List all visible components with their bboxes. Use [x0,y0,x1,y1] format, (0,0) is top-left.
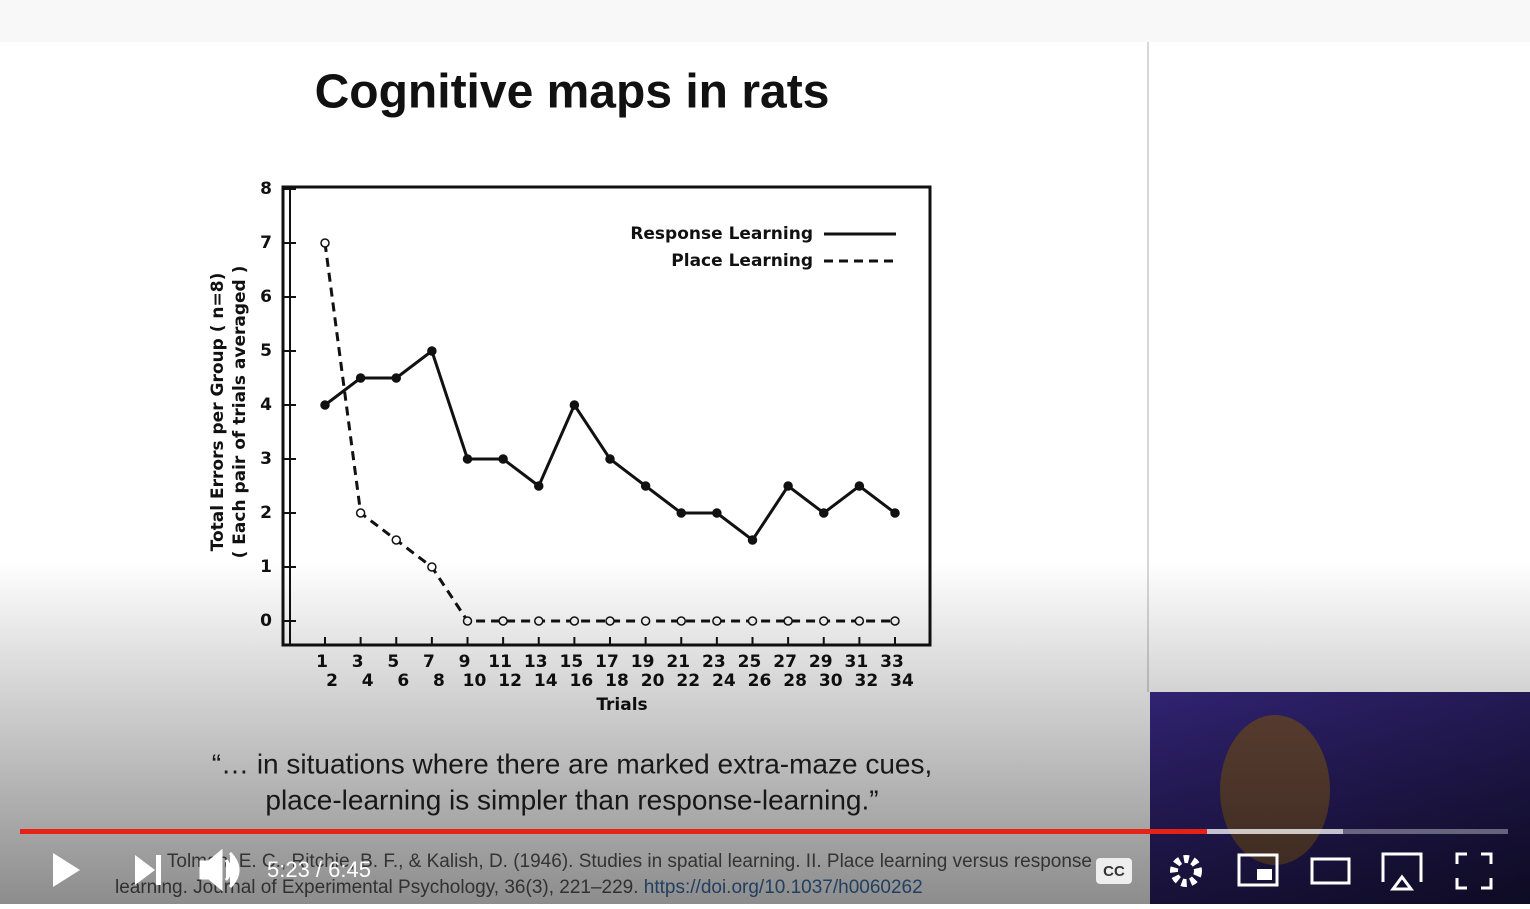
data-point [569,400,580,410]
data-point [427,346,437,356]
y-tick-label: 8 [260,179,272,199]
data-point [320,238,330,248]
miniplayer-button[interactable] [1237,853,1279,887]
cc-label: CC [1103,863,1125,880]
miniplayer-icon [1257,869,1272,880]
y-tick-label: 7 [260,233,272,253]
top-bar [0,0,1530,42]
data-point [355,508,366,518]
y-tick-label: 6 [260,287,272,307]
y-axis-label: ( Each pair of trials averaged ) [230,266,250,559]
data-point [890,508,900,518]
control-gradient [0,560,1530,904]
data-point [355,373,366,383]
y-tick-label: 2 [260,503,272,523]
theater-button[interactable] [1310,857,1351,885]
slide-title: Cognitive maps in rats [315,66,830,119]
data-point [854,481,865,491]
y-tick-label: 5 [260,341,272,361]
data-point [605,454,615,464]
airplay-button[interactable] [1381,852,1423,891]
next-button[interactable] [135,855,161,885]
data-point [640,481,651,491]
data-point [391,373,401,383]
data-point [819,508,829,518]
data-point [462,454,473,464]
data-point [534,481,544,491]
y-tick-label: 4 [260,395,272,415]
volume-button[interactable] [199,848,240,892]
play-button[interactable] [53,853,80,887]
data-point [391,535,401,545]
data-point [320,400,330,410]
progress-buffer [1207,829,1343,834]
settings-button[interactable] [1170,855,1202,887]
data-point [498,454,508,464]
data-point [676,508,686,518]
progress-played [20,829,1207,834]
data-point [712,508,722,518]
cc-button[interactable] [1096,858,1132,884]
time-display: 5:23 / 6:45 [267,857,371,882]
data-point [783,481,793,491]
data-point [747,535,758,545]
fullscreen-button[interactable] [1455,852,1493,890]
legend-label: Response Learning [630,224,813,244]
y-axis-label: Total Errors per Group ( n=8) [208,273,228,552]
y-tick-label: 3 [260,449,272,469]
legend-label: Place Learning [671,251,813,271]
